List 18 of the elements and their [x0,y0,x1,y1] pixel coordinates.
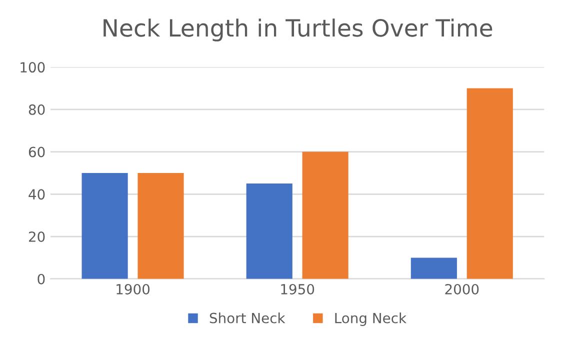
y-tick-label: 100 [20,62,45,73]
bar [82,172,128,279]
bar [246,184,292,279]
y-tick-label: 80 [28,104,45,115]
y-tick-label: 40 [28,189,45,200]
y-tick-label: 20 [28,231,45,242]
x-tick-label: 2000 [445,284,479,294]
x-tick-label: 1900 [116,284,150,294]
chart-title: Neck Length in Turtles Over Time [104,18,492,42]
bar [466,88,513,279]
legend-label: Long Neck [335,312,406,326]
bar [410,258,457,279]
bar [302,152,348,279]
bar [138,172,184,279]
y-tick-label: 60 [28,146,45,158]
y-tick-label: 0 [38,274,45,284]
x-tick-label: 1950 [281,284,314,294]
legend-label: Short Neck [210,312,286,324]
